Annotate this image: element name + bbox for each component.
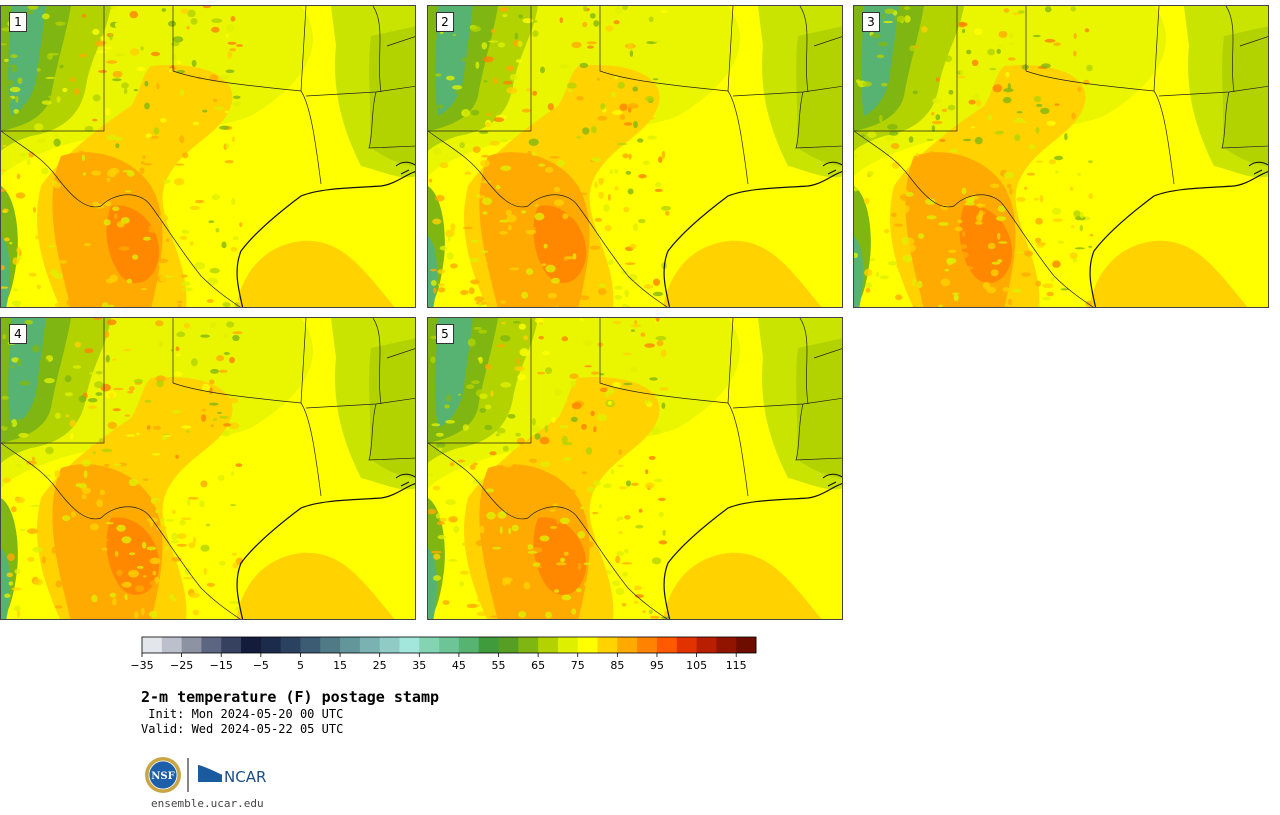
colorbar-swatch — [161, 637, 183, 653]
colorbar-swatch — [518, 637, 539, 653]
colorbar-tick-label: −5 — [252, 659, 269, 672]
colorbar-swatch — [597, 637, 618, 653]
colorbar-tick-label: 35 — [412, 659, 427, 672]
member-number-label: 2 — [436, 12, 454, 32]
colorbar-swatch — [260, 637, 282, 653]
colorbar-tick-label: −35 — [130, 659, 154, 672]
colorbar-swatch — [181, 637, 202, 653]
colorbar-swatch — [696, 637, 717, 653]
ensemble-member-panel-4: 4 — [0, 317, 416, 620]
ensemble-member-panel-2: 2 — [427, 5, 843, 308]
colorbar-swatch — [617, 637, 638, 653]
colorbar-swatch — [379, 637, 400, 653]
colorbar-tick-label: 105 — [686, 659, 708, 672]
temperature-colorbar — [141, 636, 757, 657]
colorbar-tick-label: 45 — [451, 659, 466, 672]
chart-title: 2-m temperature (F) postage stamp — [141, 688, 440, 706]
valid-time: Valid: Wed 2024-05-22 05 UTC — [141, 722, 344, 736]
ensemble-member-panel-3: 3 — [853, 5, 1269, 308]
colorbar-swatch — [498, 637, 519, 653]
ensemble-member-panel-5: 5 — [427, 317, 843, 620]
colorbar-tick-label: 15 — [333, 659, 348, 672]
colorbar-swatch — [577, 637, 598, 653]
colorbar-tick-label: 75 — [570, 659, 585, 672]
colorbar-tick-label: 25 — [372, 659, 387, 672]
colorbar-swatch — [458, 637, 480, 653]
colorbar-swatch — [221, 637, 242, 653]
colorbar-swatch — [300, 637, 321, 653]
colorbar-swatch — [676, 637, 697, 653]
colorbar-swatch — [538, 637, 559, 653]
member-number-label: 4 — [9, 324, 27, 344]
colorbar-tick-label: 85 — [610, 659, 625, 672]
nsf-logo-icon: NSF — [145, 757, 181, 793]
colorbar-swatch — [637, 637, 658, 653]
colorbar-swatch — [419, 637, 440, 653]
colorbar-tick-label: 5 — [296, 659, 304, 672]
ncar-logo-text: NCAR — [224, 768, 266, 786]
colorbar-tick-label: 95 — [649, 659, 664, 672]
colorbar-tick-label: 55 — [491, 659, 506, 672]
member-number-label: 3 — [862, 12, 880, 32]
colorbar-swatch — [399, 637, 420, 653]
member-number-label: 1 — [9, 12, 27, 32]
colorbar-tick-label: 65 — [531, 659, 546, 672]
colorbar-swatch — [201, 637, 222, 653]
colorbar-swatch — [142, 637, 163, 653]
nsf-ncar-logos: NSF NCAR — [145, 757, 266, 793]
colorbar-swatch — [557, 637, 579, 653]
colorbar-tick-label: −25 — [170, 659, 194, 672]
colorbar-swatch — [359, 637, 381, 653]
ensemble-member-panel-1: 1 — [0, 5, 416, 308]
ncar-logo-icon: NCAR — [197, 763, 266, 786]
colorbar-tick-label: 115 — [725, 659, 747, 672]
colorbar-swatch — [439, 637, 460, 653]
colorbar-swatch — [736, 637, 757, 653]
colorbar-swatch — [320, 637, 341, 653]
site-url: ensemble.ucar.edu — [151, 797, 264, 810]
colorbar-tick-labels: −35 −25 −15 −5 5 15 25 35 45 55 65 75 85 95 105 115 — [120, 654, 780, 674]
colorbar-tick-label: −15 — [209, 659, 233, 672]
colorbar-swatch — [340, 637, 361, 653]
colorbar-swatch — [241, 637, 262, 653]
nsf-logo-text: NSF — [151, 771, 174, 782]
member-number-label: 5 — [436, 324, 454, 344]
init-time: Init: Mon 2024-05-20 00 UTC — [141, 707, 344, 721]
colorbar-swatch — [656, 637, 678, 653]
colorbar-swatch — [716, 637, 737, 653]
colorbar-swatch — [478, 637, 499, 653]
colorbar-swatch — [280, 637, 301, 653]
